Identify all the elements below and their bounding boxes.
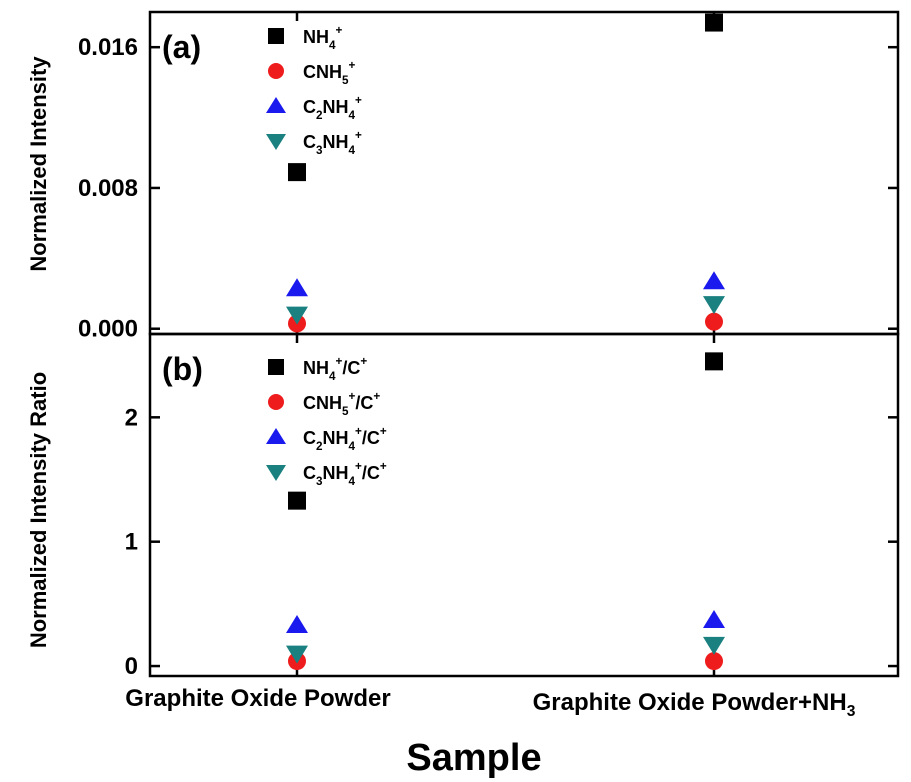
- panel-a-legend-marker-1: [268, 63, 284, 79]
- panel-b-y-ticks: 0 1 2: [125, 334, 898, 680]
- panel-b-legend-label-1: CNH5+/C+: [303, 390, 380, 418]
- panel-a-point-2-1: [703, 271, 725, 290]
- panel-b-legend-label-2: C2NH4+/C+: [303, 425, 387, 453]
- panel-a-y-tick-label-1: 0.008: [78, 175, 138, 202]
- panel-b-point-0-1: [705, 352, 723, 371]
- panel-a-y-tick-label-2: 0.016: [78, 34, 138, 61]
- panel-b-y-axis-title: Normalized Intensity Ratio: [26, 372, 51, 648]
- panel-a-markers: [286, 13, 725, 333]
- panel-b-legend-marker-3: [266, 465, 286, 481]
- panel-b-x-ticks: Graphite Oxide Powder Graphite Oxide Powd…: [125, 685, 855, 720]
- panel-a-legend: NH4+ CNH5+ C2NH4+ C3NH4+: [266, 24, 362, 157]
- panel-a-point-1-1: [705, 312, 723, 331]
- x-axis-title: Sample: [406, 737, 541, 779]
- panel-a-point-3-1: [703, 296, 725, 315]
- panel-a-frame: [148, 10, 900, 336]
- panel-b-label: (b): [162, 351, 203, 387]
- panel-b-legend-marker-0: [268, 359, 284, 375]
- panel-a-legend-label-2: C2NH4+: [303, 94, 362, 122]
- panel-b-frame: [148, 332, 900, 678]
- panel-b-legend-label-3: C3NH4+/C+: [303, 460, 387, 488]
- panel-b-y-tick-label-2: 2: [125, 404, 138, 431]
- panel-b-legend: NH4+/C+ CNH5+/C+ C2NH4+/C+ C3NH4+/C+: [266, 355, 387, 488]
- panel-b-point-2-1: [703, 610, 725, 629]
- panel-a-legend-label-3: C3NH4+: [303, 129, 362, 157]
- panel-b-point-3-1: [703, 636, 725, 655]
- x-tick-label-0: Graphite Oxide Powder: [125, 685, 390, 712]
- panel-a-point-0-0: [288, 163, 306, 182]
- panel-a-legend-marker-3: [266, 134, 286, 150]
- panel-a: (a) Normalized Intensity 0.000 0.008 0.016…: [26, 10, 900, 343]
- panel-a-y-ticks: 0.000 0.008 0.016: [78, 12, 898, 343]
- panel-a-label: (a): [162, 29, 201, 65]
- panel-a-y-axis-title: Normalized Intensity: [26, 56, 51, 272]
- panel-b-legend-marker-1: [268, 394, 284, 410]
- panel-b-legend-marker-2: [266, 428, 286, 444]
- panel-a-legend-marker-2: [266, 97, 286, 113]
- panel-a-legend-label-0: NH4+: [303, 24, 343, 52]
- panel-b-legend-label-0: NH4+/C+: [303, 355, 367, 383]
- panel-b-markers: [286, 352, 725, 671]
- panel-b-point-2-0: [286, 615, 308, 634]
- panel-a-point-3-0: [286, 306, 308, 325]
- panel-a-legend-marker-0: [268, 28, 284, 44]
- panel-a-point-2-0: [286, 278, 308, 297]
- panel-a-legend-label-1: CNH5+: [303, 59, 356, 87]
- panel-b-y-tick-label-0: 0: [125, 653, 138, 680]
- panel-b-point-0-0: [288, 491, 306, 510]
- panel-b-y-tick-label-1: 1: [125, 529, 138, 556]
- panel-a-y-tick-label-0: 0.000: [78, 316, 138, 343]
- x-tick-label-1: Graphite Oxide Powder+NH3: [533, 689, 856, 720]
- panel-b-point-1-1: [705, 652, 723, 671]
- panel-b-point-3-0: [286, 645, 308, 664]
- panel-a-point-0-1: [705, 13, 723, 32]
- panel-b: (b) Normalized Intensity Ratio 0 1 2 Graph…: [26, 332, 900, 720]
